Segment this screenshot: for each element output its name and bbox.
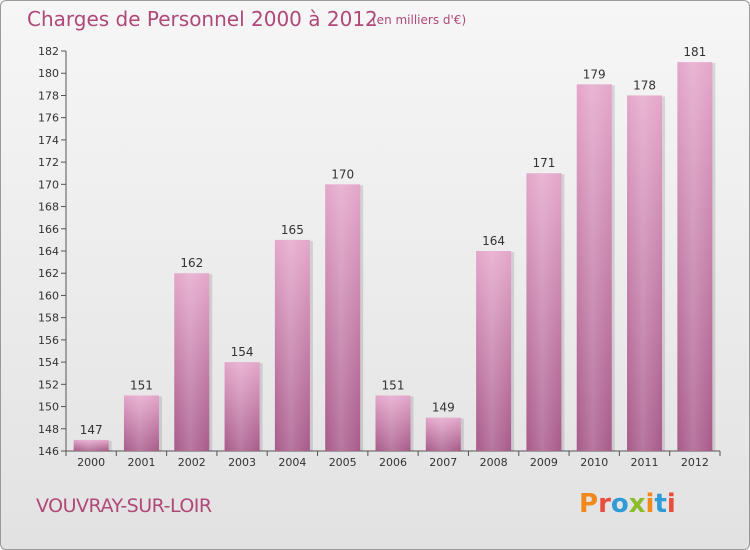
y-tick-label: 182 bbox=[38, 45, 59, 58]
bar-highlight bbox=[627, 95, 663, 451]
y-tick-label: 160 bbox=[38, 289, 59, 302]
data-label: 147 bbox=[80, 423, 103, 437]
data-label: 178 bbox=[633, 78, 656, 92]
x-tick-label: 2003 bbox=[228, 456, 256, 469]
bar-highlight bbox=[677, 62, 713, 451]
data-label: 164 bbox=[482, 234, 505, 248]
logo-letter: i bbox=[645, 489, 655, 519]
bar-highlight bbox=[576, 84, 612, 451]
data-label: 162 bbox=[180, 256, 203, 270]
y-tick-label: 146 bbox=[38, 445, 59, 458]
logo-letter: x bbox=[628, 489, 646, 519]
y-tick-label: 180 bbox=[38, 67, 59, 80]
bar-highlight bbox=[73, 439, 109, 451]
data-label: 170 bbox=[331, 167, 354, 181]
y-tick-label: 148 bbox=[38, 423, 59, 436]
y-tick-label: 162 bbox=[38, 267, 59, 280]
y-tick-label: 168 bbox=[38, 201, 59, 214]
logo-letter: i bbox=[666, 489, 676, 519]
data-label: 151 bbox=[382, 378, 405, 392]
x-tick-label: 2011 bbox=[631, 456, 659, 469]
bar-highlight bbox=[375, 395, 411, 451]
y-tick-label: 178 bbox=[38, 89, 59, 102]
bar-highlight bbox=[123, 395, 159, 451]
x-tick-label: 2004 bbox=[278, 456, 306, 469]
chart-bars bbox=[73, 62, 716, 452]
bar-highlight bbox=[476, 251, 512, 451]
logo-letter: o bbox=[610, 489, 629, 519]
y-tick-label: 152 bbox=[38, 378, 59, 391]
x-tick-label: 2010 bbox=[580, 456, 608, 469]
bar-highlight bbox=[174, 273, 210, 451]
bar-highlight bbox=[425, 417, 461, 451]
y-tick-label: 176 bbox=[38, 112, 59, 125]
data-label: 165 bbox=[281, 223, 304, 237]
data-label: 151 bbox=[130, 378, 153, 392]
chart-axes: 146 148 150 152 154 156 158 160 162 164 166 168 170 1… bbox=[38, 45, 721, 458]
chart-labels: 147 2000 151 2001 162 2002 154 2003 165 2004 170 20… bbox=[77, 45, 709, 469]
data-label: 171 bbox=[532, 156, 555, 170]
x-tick-label: 2005 bbox=[329, 456, 357, 469]
proxiti-logo: Proxiti bbox=[579, 489, 676, 519]
y-tick-label: 164 bbox=[38, 245, 59, 258]
logo-letter: t bbox=[654, 489, 667, 519]
y-tick-label: 172 bbox=[38, 156, 59, 169]
data-label: 181 bbox=[683, 45, 706, 59]
x-tick-label: 2012 bbox=[681, 456, 709, 469]
x-tick-label: 2006 bbox=[379, 456, 407, 469]
chart-title: Charges de Personnel 2000 à 2012 bbox=[27, 7, 378, 31]
x-tick-label: 2001 bbox=[127, 456, 155, 469]
x-tick-label: 2002 bbox=[178, 456, 206, 469]
y-tick-label: 166 bbox=[38, 223, 59, 236]
y-tick-label: 174 bbox=[38, 134, 59, 147]
bar-highlight bbox=[224, 362, 260, 451]
data-label: 149 bbox=[432, 401, 455, 415]
logo-letter: r bbox=[598, 489, 611, 519]
y-tick-label: 170 bbox=[38, 178, 59, 191]
data-label: 154 bbox=[231, 345, 254, 359]
logo-letter: P bbox=[579, 489, 599, 519]
y-tick-label: 154 bbox=[38, 356, 59, 369]
y-tick-label: 156 bbox=[38, 334, 59, 347]
x-tick-label: 2000 bbox=[77, 456, 105, 469]
data-label: 179 bbox=[583, 67, 606, 81]
city-name: VOUVRAY-SUR-LOIR bbox=[36, 495, 212, 517]
y-tick-label: 158 bbox=[38, 312, 59, 325]
bar-highlight bbox=[274, 239, 310, 451]
chart-subtitle: (en milliers d'€) bbox=[372, 13, 467, 27]
bar-highlight bbox=[325, 184, 361, 452]
x-tick-label: 2008 bbox=[480, 456, 508, 469]
y-tick-label: 150 bbox=[38, 401, 59, 414]
x-tick-label: 2009 bbox=[530, 456, 558, 469]
x-tick-label: 2007 bbox=[429, 456, 457, 469]
bar-highlight bbox=[526, 173, 562, 451]
